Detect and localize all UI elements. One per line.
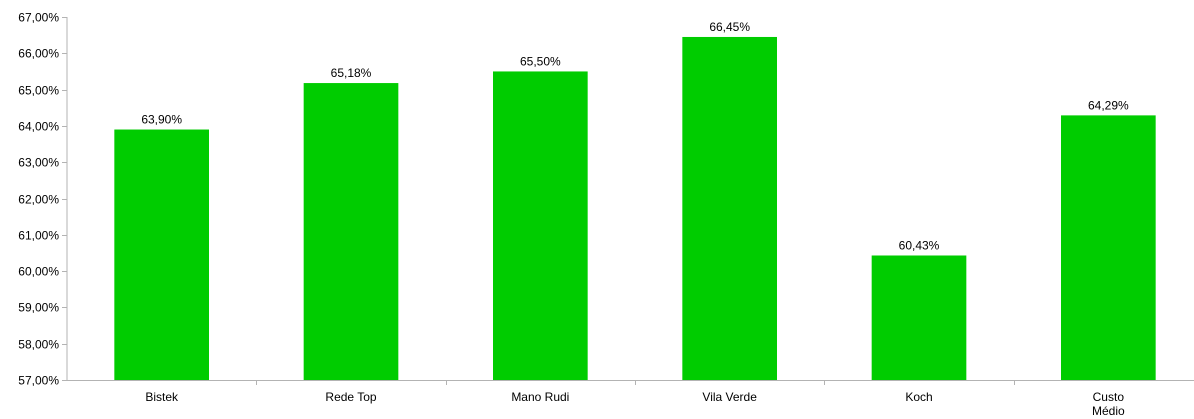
x-tick-label-line: Mano Rudi [511, 390, 569, 404]
x-tick-label-line: Rede Top [325, 390, 376, 404]
x-axis: Bistek Rede Top Mano Rudi Vila Verde Koch Cus… [62, 380, 1194, 418]
y-tick-label: 60,00% [18, 265, 59, 279]
y-tick-label: 61,00% [18, 229, 59, 243]
y-tick-label: 67,00% [18, 11, 59, 25]
data-label: 66,45% [709, 20, 750, 34]
x-tick-label: Koch [905, 390, 932, 404]
x-tick-label-line: Vila Verde [702, 390, 757, 404]
y-tick-label: 62,00% [18, 193, 59, 207]
bar [871, 255, 967, 380]
data-label: 60,43% [899, 238, 940, 252]
x-tick-label-line: Médio [1092, 404, 1125, 418]
bar [114, 129, 209, 380]
bar [493, 71, 588, 380]
data-label: 65,18% [331, 66, 372, 80]
bar [1061, 115, 1156, 381]
y-tick-label: 65,00% [18, 84, 59, 98]
y-tick-label: 63,00% [18, 156, 59, 170]
x-tick-label: Bistek [145, 390, 179, 404]
data-label: 63,90% [141, 113, 182, 127]
x-tick-label: Mano Rudi [511, 390, 569, 404]
x-tick-label: Vila Verde [702, 390, 757, 404]
bars: 63,90% 65,18% 65,50% 66,45% 60,43% 64,29% [114, 20, 1156, 381]
bar [682, 36, 777, 381]
x-tick-label-line: Bistek [145, 390, 179, 404]
y-tick-label: 64,00% [18, 120, 59, 134]
data-label: 64,29% [1088, 98, 1129, 112]
y-tick-label: 59,00% [18, 301, 59, 315]
bar [303, 83, 399, 380]
y-axis: 57,00% 58,00% 59,00% 60,00% 61,00% 62,00% 63,0… [18, 11, 68, 388]
x-tick-label-line: Koch [905, 390, 932, 404]
y-tick-label: 66,00% [18, 47, 59, 61]
x-tick-label: Custo Médio [1092, 390, 1125, 418]
y-tick-label: 57,00% [18, 374, 59, 388]
x-tick-label: Rede Top [325, 390, 376, 404]
y-tick-label: 58,00% [18, 338, 59, 352]
x-tick-label-line: Custo [1093, 390, 1125, 404]
data-label: 65,50% [520, 54, 561, 68]
